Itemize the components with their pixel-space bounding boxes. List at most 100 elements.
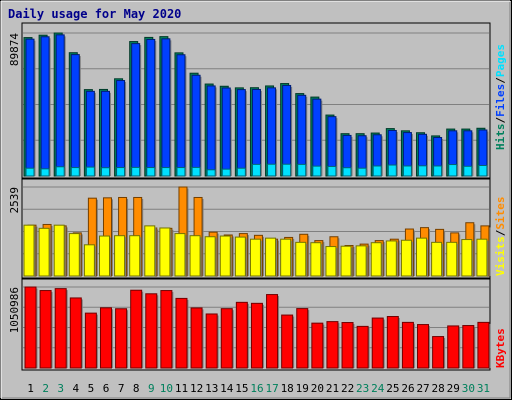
bar-kbytes-day-25 — [386, 316, 399, 369]
day-label: 11 — [175, 382, 188, 395]
bar-visits-day-22 — [340, 245, 352, 277]
day-label: 16 — [250, 382, 263, 395]
bar-files-day-2 — [40, 36, 50, 177]
bar-files-day-10 — [161, 38, 171, 177]
bar-visits-day-11 — [174, 233, 186, 277]
day-label: 1 — [27, 382, 34, 395]
panel-hits-files-pages: 89874 — [8, 22, 491, 179]
bar-files-day-8 — [131, 43, 141, 177]
bar-visits-day-1 — [23, 224, 35, 277]
legend-part: KBytes — [494, 328, 507, 368]
day-label: 4 — [73, 382, 80, 395]
legend-part: Pages — [494, 44, 507, 77]
bar-kbytes-day-31 — [477, 321, 490, 369]
bar-pages-day-22 — [342, 167, 352, 177]
legend-part: / — [494, 117, 507, 124]
bar-kbytes-day-27 — [417, 324, 430, 369]
bar-pages-day-9 — [146, 167, 156, 177]
bar-pages-day-4 — [70, 167, 80, 177]
bar-visits-day-3 — [53, 224, 65, 277]
bar-pages-day-15 — [236, 167, 246, 177]
bar-files-day-6 — [100, 90, 110, 177]
legend-part: Files — [494, 84, 507, 117]
bar-pages-day-20 — [312, 165, 322, 177]
legend-part: / — [494, 77, 507, 84]
bar-visits-day-8 — [129, 235, 141, 277]
day-label: 14 — [220, 382, 234, 395]
bar-pages-day-21 — [327, 165, 337, 177]
bar-pages-day-7 — [116, 167, 126, 177]
bar-visits-day-28 — [431, 241, 443, 277]
bar-visits-day-31 — [476, 238, 488, 277]
bar-visits-day-16 — [249, 238, 261, 277]
chart-title: Daily usage for May 2020 — [8, 7, 181, 21]
bar-files-day-17 — [267, 87, 277, 177]
day-label: 21 — [326, 382, 339, 395]
bar-kbytes-day-12 — [190, 307, 203, 369]
legend-label: Hits/Files/Pages — [494, 44, 507, 150]
bar-pages-day-26 — [402, 165, 412, 177]
bar-visits-day-6 — [98, 235, 110, 277]
bar-kbytes-day-22 — [341, 322, 354, 369]
bar-visits-day-18 — [280, 238, 292, 277]
series-legend: Hits/Files/Pages Visits/Sites KBytes — [494, 44, 507, 368]
legend-part: Sites — [494, 197, 507, 230]
bar-pages-day-29 — [448, 164, 458, 177]
bar-visits-day-26 — [400, 239, 412, 277]
bar-pages-day-5 — [85, 166, 95, 177]
bar-pages-day-19 — [297, 163, 307, 177]
bar-kbytes-day-7 — [115, 308, 128, 369]
bar-kbytes-day-23 — [356, 325, 369, 369]
bar-visits-day-4 — [68, 233, 80, 277]
day-label: 30 — [462, 382, 475, 395]
bar-kbytes-day-13 — [205, 313, 218, 369]
bar-kbytes-day-26 — [401, 321, 414, 369]
bar-pages-day-23 — [357, 167, 367, 177]
bar-visits-day-5 — [83, 244, 95, 277]
day-label: 3 — [57, 382, 64, 395]
day-label: 22 — [341, 382, 354, 395]
bar-pages-day-11 — [176, 167, 186, 177]
bar-visits-day-7 — [114, 235, 126, 277]
bar-kbytes-day-18 — [281, 314, 294, 369]
bar-files-day-20 — [312, 98, 322, 177]
bar-kbytes-day-30 — [462, 325, 475, 369]
bar-kbytes-day-28 — [432, 336, 445, 369]
day-label: 23 — [356, 382, 369, 395]
day-label: 12 — [190, 382, 203, 395]
chart-panels: 89874 2539 1050986 — [8, 22, 491, 371]
bar-pages-day-8 — [131, 166, 141, 177]
day-label: 27 — [416, 382, 429, 395]
legend-part: / — [494, 229, 507, 236]
bar-visits-day-20 — [310, 242, 322, 277]
bar-visits-day-29 — [446, 241, 458, 277]
bar-pages-day-17 — [267, 163, 277, 177]
legend-label: Visits/Sites — [494, 197, 507, 277]
bar-kbytes-day-16 — [250, 302, 263, 369]
bar-visits-day-13 — [204, 236, 216, 277]
day-label: 17 — [265, 382, 278, 395]
day-label: 20 — [311, 382, 324, 395]
bar-visits-day-30 — [461, 239, 473, 277]
bar-files-day-16 — [251, 88, 261, 177]
bar-kbytes-day-11 — [175, 297, 188, 369]
bar-visits-day-23 — [355, 245, 367, 277]
bar-files-day-15 — [236, 89, 246, 177]
bar-pages-day-12 — [191, 166, 201, 177]
day-label: 25 — [386, 382, 399, 395]
day-label: 31 — [477, 382, 490, 395]
bar-pages-day-28 — [433, 165, 443, 177]
bar-kbytes-day-14 — [220, 308, 233, 369]
bar-kbytes-day-6 — [99, 307, 112, 369]
bar-kbytes-day-3 — [54, 288, 67, 369]
bar-files-day-18 — [282, 84, 292, 177]
bar-kbytes-day-29 — [447, 325, 460, 369]
bar-kbytes-day-10 — [160, 290, 173, 369]
bar-pages-day-18 — [282, 163, 292, 177]
bar-pages-day-27 — [418, 165, 428, 177]
y-axis-max-label: 1050986 — [8, 287, 21, 333]
day-label: 2 — [42, 382, 49, 395]
bar-visits-day-19 — [295, 241, 307, 277]
